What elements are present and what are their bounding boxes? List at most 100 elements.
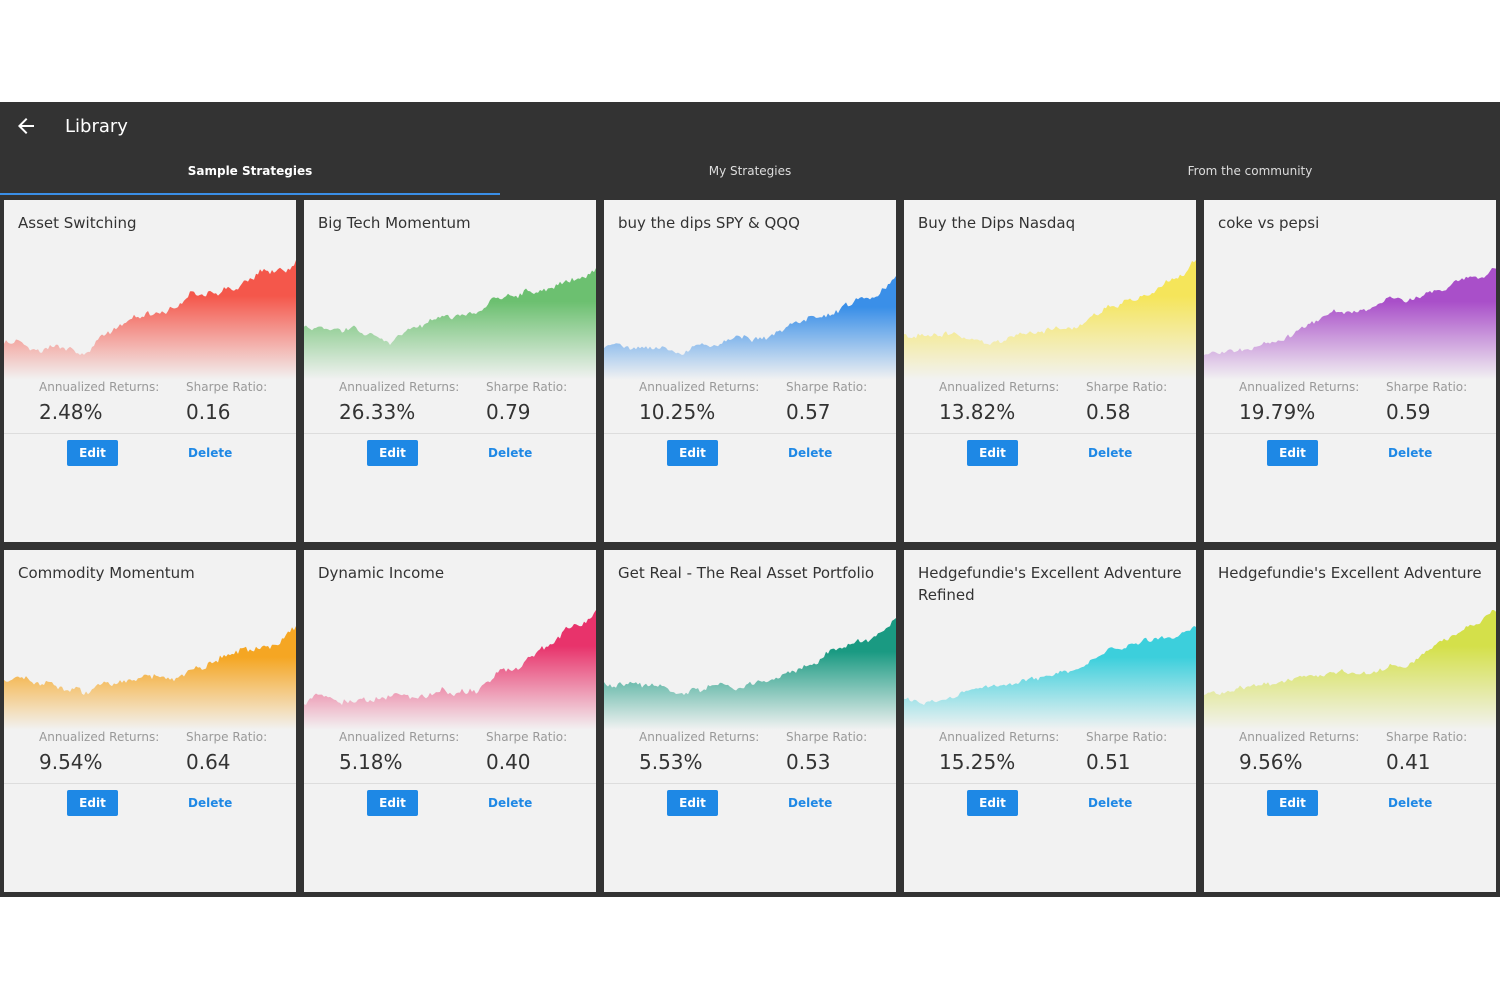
divider <box>904 783 1196 784</box>
sparkline-area <box>1204 610 1496 730</box>
returns-value: 9.56% <box>1239 750 1303 774</box>
delete-button[interactable]: Delete <box>488 446 533 460</box>
sharpe-label: Sharpe Ratio: <box>786 380 868 394</box>
back-button[interactable] <box>14 114 38 138</box>
card-title: Asset Switching <box>18 214 137 232</box>
top-bar: Library Sample Strategies My Strategies … <box>0 102 1500 197</box>
sharpe-value: 0.16 <box>186 400 231 424</box>
delete-button[interactable]: Delete <box>1388 796 1433 810</box>
edit-button[interactable]: Edit <box>1267 440 1318 466</box>
returns-value: 5.53% <box>639 750 703 774</box>
divider <box>604 783 896 784</box>
delete-button[interactable]: Delete <box>788 796 833 810</box>
sparkline <box>604 618 896 730</box>
sparkline-area <box>904 626 1196 730</box>
returns-label: Annualized Returns: <box>39 380 160 394</box>
divider <box>1204 433 1496 434</box>
sharpe-value: 0.53 <box>786 750 831 774</box>
sparkline <box>4 260 296 380</box>
sharpe-label: Sharpe Ratio: <box>486 730 568 744</box>
sharpe-value: 0.51 <box>1086 750 1131 774</box>
delete-button[interactable]: Delete <box>1088 796 1133 810</box>
card-title: Dynamic Income <box>318 564 445 582</box>
delete-button[interactable]: Delete <box>788 446 833 460</box>
strategy-card: Commodity Momentum Annualized Returns: Sha… <box>4 550 296 892</box>
card-title: buy the dips SPY & QQQ <box>618 214 800 232</box>
sparkline <box>904 260 1196 380</box>
tab[interactable]: Sample Strategies <box>187 164 313 178</box>
sparkline-area <box>604 276 896 380</box>
returns-label: Annualized Returns: <box>1239 730 1360 744</box>
sharpe-value: 0.41 <box>1386 750 1431 774</box>
card-title: Get Real - The Real Asset Portfolio <box>618 564 875 582</box>
edit-button[interactable]: Edit <box>1267 790 1318 816</box>
returns-value: 5.18% <box>339 750 403 774</box>
sharpe-label: Sharpe Ratio: <box>186 380 268 394</box>
returns-label: Annualized Returns: <box>939 730 1060 744</box>
strategy-card: Hedgefundie's Excellent Adventure Refine… <box>904 550 1196 892</box>
tab[interactable]: From the community <box>1187 164 1313 178</box>
returns-value: 10.25% <box>639 400 716 424</box>
sparkline-area <box>604 618 896 730</box>
returns-label: Annualized Returns: <box>939 380 1060 394</box>
strategy-card: Get Real - The Real Asset Portfolio Annua… <box>604 550 896 892</box>
card-title: Hedgefundie's Excellent Adventure Refine… <box>918 564 1182 604</box>
sparkline-area <box>904 260 1196 380</box>
edit-button[interactable]: Edit <box>667 790 718 816</box>
sharpe-value: 0.79 <box>486 400 531 424</box>
delete-button[interactable]: Delete <box>488 796 533 810</box>
sparkline <box>4 626 296 730</box>
sharpe-value: 0.57 <box>786 400 831 424</box>
sharpe-label: Sharpe Ratio: <box>786 730 868 744</box>
sparkline-area <box>4 626 296 730</box>
returns-value: 13.82% <box>939 400 1016 424</box>
edit-button[interactable]: Edit <box>67 790 118 816</box>
delete-button[interactable]: Delete <box>1088 446 1133 460</box>
returns-label: Annualized Returns: <box>1239 380 1360 394</box>
returns-value: 15.25% <box>939 750 1016 774</box>
edit-button[interactable]: Edit <box>667 440 718 466</box>
sparkline-area <box>304 268 596 380</box>
divider <box>1204 783 1496 784</box>
edit-button[interactable]: Edit <box>967 790 1018 816</box>
sharpe-label: Sharpe Ratio: <box>1386 730 1468 744</box>
card-title: Buy the Dips Nasdaq <box>918 214 1076 232</box>
sharpe-value: 0.59 <box>1386 400 1431 424</box>
strategy-card: Buy the Dips Nasdaq Annualized Returns: Sh… <box>904 200 1196 542</box>
sharpe-value: 0.58 <box>1086 400 1131 424</box>
sharpe-label: Sharpe Ratio: <box>486 380 568 394</box>
card-title: coke vs pepsi <box>1218 214 1320 232</box>
sparkline-area <box>4 260 296 380</box>
returns-label: Annualized Returns: <box>639 730 760 744</box>
divider <box>4 783 296 784</box>
page-title: Library <box>65 116 128 137</box>
sparkline <box>1204 610 1496 730</box>
divider <box>4 433 296 434</box>
edit-button[interactable]: Edit <box>367 790 418 816</box>
strategy-card: Hedgefundie's Excellent Adventure Annuali… <box>1204 550 1496 892</box>
delete-button[interactable]: Delete <box>188 796 233 810</box>
sharpe-value: 0.40 <box>486 750 531 774</box>
sharpe-label: Sharpe Ratio: <box>186 730 268 744</box>
strategy-card: Big Tech Momentum Annualized Returns: Shar… <box>304 200 596 542</box>
delete-button[interactable]: Delete <box>188 446 233 460</box>
app: Library Sample Strategies My Strategies … <box>0 102 1500 897</box>
strategy-card: Dynamic Income Annualized Returns: Sharpe … <box>304 550 596 892</box>
strategy-card: coke vs pepsi Annualized Returns: Sharpe R… <box>1204 200 1496 542</box>
sparkline-area <box>1204 268 1496 380</box>
delete-button[interactable]: Delete <box>1388 446 1433 460</box>
edit-button[interactable]: Edit <box>67 440 118 466</box>
tab[interactable]: My Strategies <box>708 164 792 178</box>
returns-value: 2.48% <box>39 400 103 424</box>
divider <box>304 783 596 784</box>
returns-value: 9.54% <box>39 750 103 774</box>
returns-value: 19.79% <box>1239 400 1316 424</box>
edit-button[interactable]: Edit <box>367 440 418 466</box>
card-title: Big Tech Momentum <box>318 214 471 232</box>
card-title: Hedgefundie's Excellent Adventure <box>1218 564 1482 582</box>
sparkline <box>904 626 1196 730</box>
edit-button[interactable]: Edit <box>967 440 1018 466</box>
strategy-card: Asset Switching Annualized Returns: Sharpe… <box>4 200 296 542</box>
divider <box>304 433 596 434</box>
sharpe-label: Sharpe Ratio: <box>1086 380 1168 394</box>
